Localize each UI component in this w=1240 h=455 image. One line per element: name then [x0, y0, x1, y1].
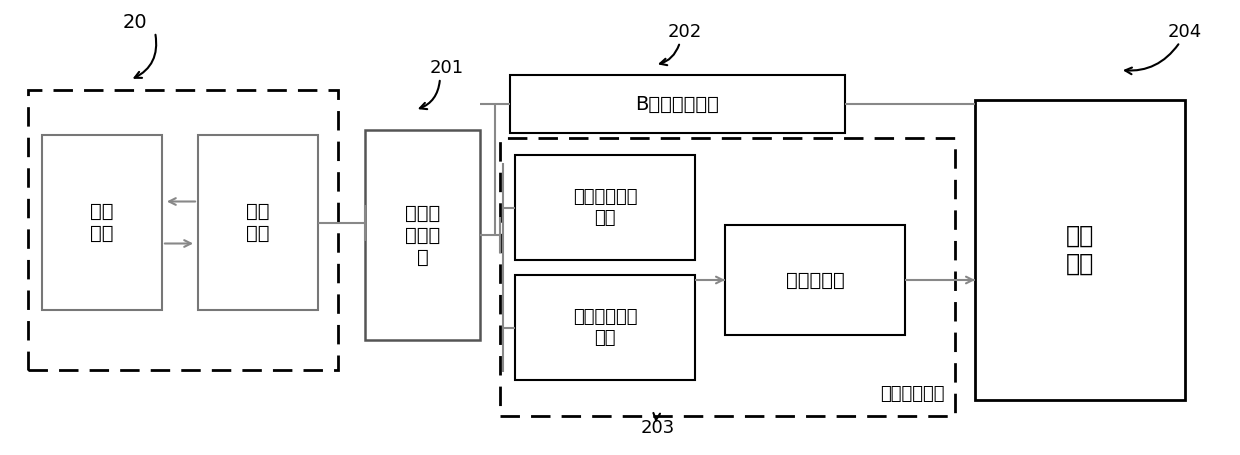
FancyArrowPatch shape	[135, 35, 156, 78]
Text: 超声
探头: 超声 探头	[91, 202, 114, 243]
Text: B信号处理装置: B信号处理装置	[636, 95, 719, 113]
Text: 帧处理模块: 帧处理模块	[786, 271, 844, 289]
Bar	[975, 100, 1185, 400]
Text: 203: 203	[641, 419, 675, 437]
Bar	[515, 155, 694, 260]
FancyArrowPatch shape	[420, 81, 440, 109]
Bar	[510, 75, 844, 133]
FancyArrowPatch shape	[1125, 44, 1178, 74]
Text: 20: 20	[123, 12, 148, 31]
Bar	[198, 135, 317, 310]
Text: 201: 201	[430, 59, 464, 77]
Bar	[42, 135, 162, 310]
Text: 显示
装置: 显示 装置	[1066, 224, 1094, 276]
Text: 弹性处理装置: 弹性处理装置	[880, 385, 945, 403]
FancyArrowPatch shape	[653, 413, 660, 420]
Text: 204: 204	[1168, 23, 1202, 41]
Text: 质量参数计算
模块: 质量参数计算 模块	[573, 308, 637, 347]
FancyArrowPatch shape	[660, 45, 680, 65]
Bar	[725, 225, 905, 335]
Text: 信号预
处理装
置: 信号预 处理装 置	[405, 203, 440, 267]
Bar	[365, 130, 480, 340]
Text: 弹性信息检测
模块: 弹性信息检测 模块	[573, 188, 637, 227]
Bar	[29, 90, 339, 370]
Text: 发射
接收: 发射 接收	[247, 202, 270, 243]
Bar	[500, 138, 955, 416]
Text: 202: 202	[668, 23, 702, 41]
Bar	[515, 275, 694, 380]
